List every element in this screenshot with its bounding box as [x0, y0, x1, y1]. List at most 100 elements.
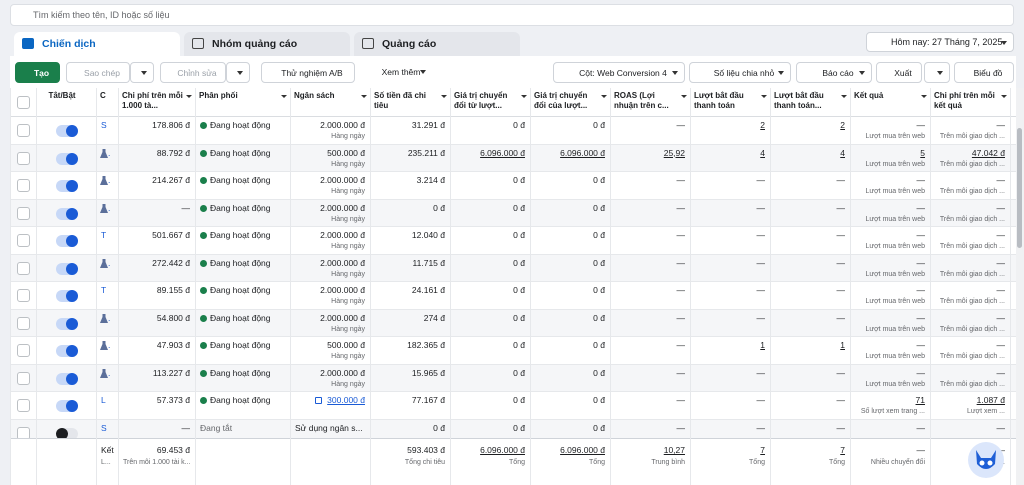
conv1-value[interactable]: 6.096.000 đ: [480, 147, 525, 158]
tab-label[interactable]: Chiến dịch: [42, 38, 96, 50]
column-header[interactable]: Giá trị chuyển đổi từ lượt...: [450, 91, 530, 113]
column-header[interactable]: Kết quả: [850, 91, 930, 113]
toggle-switch[interactable]: [56, 317, 78, 330]
toggle-switch[interactable]: [56, 400, 78, 412]
campaign-name[interactable]: S: [101, 120, 107, 130]
tab[interactable]: Chiến dịch: [14, 32, 180, 56]
campaign-name[interactable]: T: [101, 285, 107, 295]
campaign-name[interactable]: T: [101, 230, 107, 240]
column-header[interactable]: Chi phí trên mỗi kết quả: [930, 91, 1010, 113]
chk1-value[interactable]: 7: [760, 445, 765, 455]
roas-value[interactable]: 10,27: [663, 445, 685, 455]
row-checkbox[interactable]: [17, 124, 30, 137]
chk2-value[interactable]: 2: [840, 120, 845, 130]
toggle-switch[interactable]: [56, 125, 78, 137]
chk1-value[interactable]: 2: [760, 120, 765, 130]
row-checkbox[interactable]: [17, 261, 30, 275]
campaign-name[interactable]: S: [101, 422, 107, 433]
toolbar-button[interactable]: Tạo: [15, 62, 60, 83]
button-label[interactable]: Xem thêm: [381, 67, 421, 77]
row-checkbox[interactable]: [17, 399, 30, 412]
date-picker[interactable]: Hôm nay: 27 Tháng 7, 2025: [866, 32, 1014, 52]
row-checkbox[interactable]: [17, 206, 30, 220]
row-checkbox[interactable]: [17, 344, 30, 357]
table-row[interactable]: . 113.227 đ Đang hoạt động 2.000.000 đ Hàng …: [10, 364, 1016, 392]
column-header[interactable]: Số tiền đã chi tiêu: [370, 91, 450, 113]
row-checkbox[interactable]: [17, 234, 30, 247]
column-header[interactable]: Lượt bắt đầu thanh toán: [690, 91, 770, 113]
toggle-switch[interactable]: [56, 152, 78, 165]
table-row[interactable]: S — Đang tắt Sử dụng ngân s... 0 đ 0 đ 0 đ — — — —…: [10, 419, 1016, 438]
table-row[interactable]: T 89.155 đ Đang hoạt động 2.000.000 đ Hàng n…: [10, 282, 1016, 310]
cpr-value[interactable]: 47.042 đ: [971, 147, 1005, 158]
campaign-name[interactable]: .: [108, 312, 111, 323]
toolbar-button[interactable]: Xem thêm: [362, 62, 432, 83]
tab[interactable]: Nhóm quảng cáo: [184, 32, 350, 56]
chk2-value[interactable]: 4: [840, 147, 845, 158]
conv1-value[interactable]: 6.096.000 đ: [480, 445, 525, 455]
conv2-value[interactable]: 6.096.000 đ: [560, 445, 605, 455]
chk2-value[interactable]: 1: [840, 340, 845, 350]
table-row[interactable]: . 54.800 đ Đang hoạt động 2.000.000 đ Hàng n…: [10, 309, 1016, 337]
button-label[interactable]: Sao chép: [84, 68, 120, 78]
column-header[interactable]: Tắt/Bật: [48, 91, 76, 100]
search-box[interactable]: Tìm kiếm theo tên, ID hoặc số liệu: [10, 4, 1014, 26]
campaign-name[interactable]: .: [108, 147, 111, 158]
table-row[interactable]: . 47.903 đ Đang hoạt động 500.000 đ Hàng ngà…: [10, 337, 1016, 365]
scroll-thumb[interactable]: [1017, 128, 1022, 248]
tab-label[interactable]: Nhóm quảng cáo: [212, 38, 298, 50]
roas-value[interactable]: 25,92: [663, 147, 685, 158]
toggle-switch[interactable]: [56, 290, 78, 302]
row-checkbox[interactable]: [17, 179, 30, 192]
toolbar-button[interactable]: [924, 62, 950, 83]
toggle-switch[interactable]: [56, 235, 78, 247]
toolbar-button[interactable]: Sao chép: [66, 62, 130, 83]
campaign-name[interactable]: .: [108, 202, 111, 213]
toggle-switch[interactable]: [56, 345, 78, 357]
campaign-name[interactable]: L: [101, 395, 106, 405]
table-row[interactable]: S 178.806 đ Đang hoạt động 2.000.000 đ Hàng …: [10, 117, 1016, 145]
tab[interactable]: Quảng cáo: [354, 32, 520, 56]
toolbar-button[interactable]: Chỉnh sửa: [160, 62, 226, 83]
campaign-name[interactable]: .: [108, 367, 111, 378]
column-header[interactable]: Phân phối: [195, 91, 290, 113]
campaign-name[interactable]: .: [108, 340, 111, 350]
table-row[interactable]: . 214.267 đ Đang hoạt động 2.000.000 đ Hàng …: [10, 172, 1016, 200]
column-header[interactable]: Lượt bắt đầu thanh toán...: [770, 91, 850, 113]
budget-value[interactable]: 300.000 đ: [327, 395, 365, 405]
result-value[interactable]: 71: [915, 395, 925, 405]
campaign-name[interactable]: .: [108, 257, 111, 268]
row-checkbox[interactable]: [17, 371, 30, 385]
button-label[interactable]: Báo cáo: [822, 68, 854, 78]
toolbar-button[interactable]: Số liệu chia nhỏ: [689, 62, 791, 83]
button-label[interactable]: Xuất: [894, 68, 912, 78]
scrollbar[interactable]: [1016, 88, 1024, 485]
button-label[interactable]: Biểu đồ: [973, 68, 1003, 78]
toolbar-button[interactable]: Báo cáo: [796, 62, 872, 83]
toolbar-button[interactable]: Thử nghiệm A/B: [261, 62, 355, 83]
toolbar-button[interactable]: Biểu đồ: [954, 62, 1014, 83]
button-label[interactable]: Thử nghiệm A/B: [281, 68, 343, 78]
row-checkbox[interactable]: [17, 426, 30, 438]
column-header[interactable]: Chi phí trên mỗi 1.000 tà...: [118, 91, 195, 113]
toggle-switch[interactable]: [56, 207, 78, 220]
button-label[interactable]: Cột: Web Conversion 4: [579, 68, 667, 78]
assistant-icon[interactable]: [966, 440, 1006, 480]
column-header[interactable]: ROAS (Lợi nhuận trên c...: [610, 91, 690, 113]
toggle-switch[interactable]: [56, 427, 78, 438]
result-value[interactable]: 5: [920, 147, 925, 158]
row-checkbox[interactable]: [17, 151, 30, 165]
table-row[interactable]: T 501.667 đ Đang hoạt động 2.000.000 đ Hàng …: [10, 227, 1016, 255]
toggle-switch[interactable]: [56, 180, 78, 192]
toggle-switch[interactable]: [56, 372, 78, 385]
column-header[interactable]: Giá trị chuyển đổi của lượt...: [530, 91, 610, 113]
toolbar-button[interactable]: [130, 62, 154, 83]
row-checkbox[interactable]: [17, 289, 30, 302]
toolbar-button[interactable]: [226, 62, 250, 83]
button-label[interactable]: Tạo: [33, 68, 50, 78]
column-header[interactable]: Ngân sách: [290, 91, 370, 113]
chk1-value[interactable]: 4: [760, 147, 765, 158]
tab-label[interactable]: Quảng cáo: [382, 38, 437, 50]
chk2-value[interactable]: 7: [840, 445, 845, 455]
toggle-switch[interactable]: [56, 262, 78, 275]
